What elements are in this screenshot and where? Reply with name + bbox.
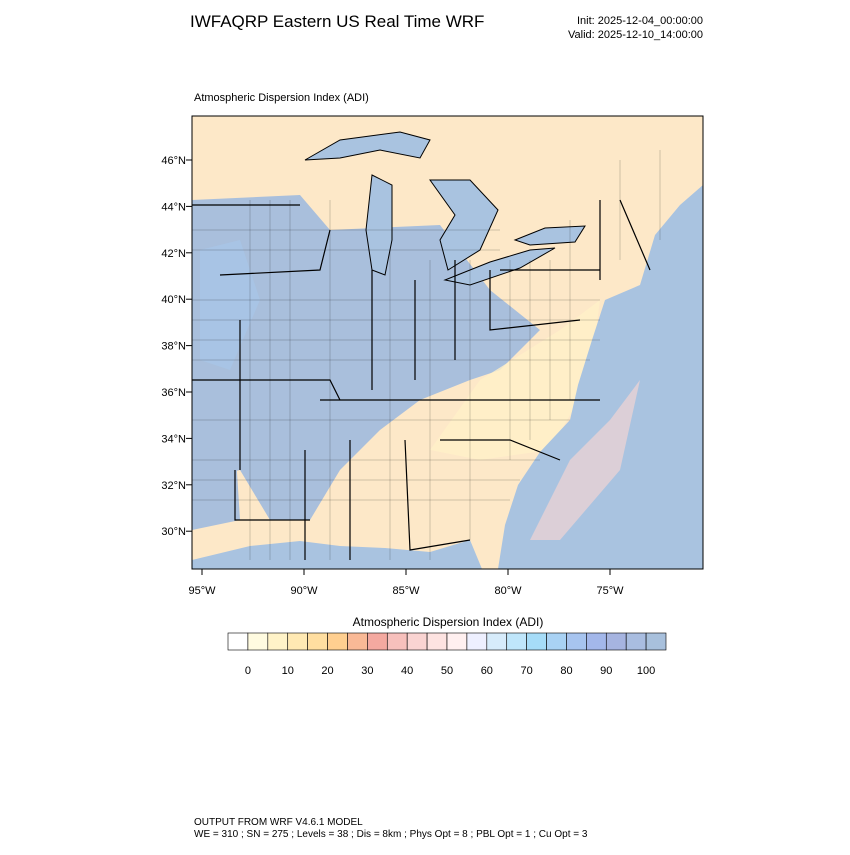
lon-label: 95°W <box>188 585 216 597</box>
colorbar-title: Atmospheric Dispersion Index (ADI) <box>353 615 544 629</box>
colorbar-box <box>645 632 667 651</box>
adi-region <box>192 440 240 530</box>
lat-label: 30°N <box>161 526 186 538</box>
lat-label: 38°N <box>161 341 186 353</box>
colorbar-label: 20 <box>321 665 333 677</box>
title: IWFAQRP Eastern US Real Time WRF <box>190 12 484 31</box>
colorbar-box <box>347 632 368 651</box>
lat-label: 44°N <box>161 201 186 213</box>
lat-label: 34°N <box>161 433 186 445</box>
colorbar-label: 100 <box>637 665 655 677</box>
lat-label: 40°N <box>161 294 186 306</box>
colorbar-label: 80 <box>560 665 572 677</box>
lake-ontario <box>513 225 586 246</box>
map-title: Atmospheric Dispersion Index (ADI) <box>194 92 369 104</box>
gulf <box>192 540 482 569</box>
colorbar-box <box>386 632 408 651</box>
colorbar-label: 90 <box>600 665 612 677</box>
lon-label: 85°W <box>392 585 420 597</box>
colorbar-label: 60 <box>481 665 493 677</box>
colorbar-label: 40 <box>401 665 413 677</box>
colorbar-box <box>247 632 269 651</box>
init-time: Init: 2025-12-04_00:00:00 <box>577 15 703 27</box>
map-frame <box>191 115 704 570</box>
adi-region <box>200 240 260 370</box>
colorbar-box <box>446 632 468 651</box>
colorbar-box <box>267 632 289 651</box>
colorbar-box <box>625 632 647 651</box>
colorbar-box <box>426 632 448 651</box>
county-borders <box>192 150 661 560</box>
colorbar-box <box>227 632 249 651</box>
colorbar-box <box>546 632 567 651</box>
colorbar-box <box>586 632 607 651</box>
lat-label: 32°N <box>161 480 186 492</box>
lake-superior <box>304 131 431 161</box>
colorbar-box <box>307 632 328 651</box>
colorbar-box <box>526 632 547 651</box>
colorbar-label: 0 <box>245 665 251 677</box>
colorbar-box <box>466 632 488 651</box>
valid-time: Valid: 2025-12-10_14:00:00 <box>568 29 703 41</box>
lat-label: 42°N <box>161 248 186 260</box>
colorbar-box <box>486 632 508 651</box>
colorbar-box <box>406 632 428 651</box>
lon-label: 75°W <box>596 585 624 597</box>
high-adi-region <box>192 195 540 520</box>
footer-line: WE = 310 ; SN = 275 ; Levels = 38 ; Dis … <box>194 829 588 840</box>
colorbar-box <box>367 632 388 651</box>
lon-label: 80°W <box>494 585 522 597</box>
map <box>191 115 704 570</box>
atlantic <box>498 185 703 569</box>
colorbar-box <box>605 632 627 651</box>
colorbar-box <box>287 632 308 651</box>
lon-label: 90°W <box>290 585 318 597</box>
colorbar-box <box>506 632 527 651</box>
ocean-adi <box>530 380 640 540</box>
colorbar-label: 70 <box>521 665 533 677</box>
colorbar-box <box>566 632 587 651</box>
colorbar-label: 50 <box>441 665 453 677</box>
footer-line: OUTPUT FROM WRF V4.6.1 MODEL <box>194 817 363 828</box>
colorbar-label: 10 <box>282 665 294 677</box>
colorbar-box <box>327 632 348 651</box>
lat-label: 46°N <box>161 155 186 167</box>
colorbar-label: 30 <box>361 665 373 677</box>
lake-huron <box>429 179 499 271</box>
lat-label: 36°N <box>161 387 186 399</box>
